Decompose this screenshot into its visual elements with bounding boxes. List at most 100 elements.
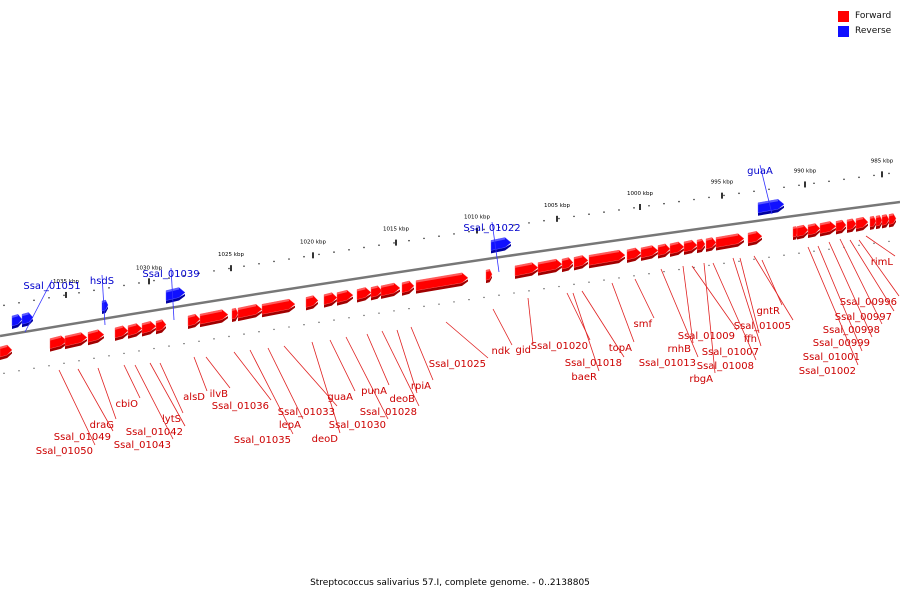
tick-label: 1035 kbp <box>53 279 79 285</box>
feature-highlight <box>627 247 636 252</box>
forward-gene-arrow <box>370 285 383 301</box>
feature-highlight <box>820 221 830 226</box>
gene-label: Ssal_01018 <box>565 358 622 369</box>
forward-gene-arrow <box>792 226 799 241</box>
gene-label: Ssal_01007 <box>702 347 759 358</box>
leader-line <box>193 356 208 392</box>
gene-label: Ssal_01051 <box>23 281 80 292</box>
forward-gene-arrow <box>561 257 574 273</box>
scale-dot <box>378 244 380 246</box>
feature-shadow <box>357 293 371 303</box>
leader-line <box>491 221 500 273</box>
feature-highlight <box>381 283 394 288</box>
tick-label: 1010 kbp <box>464 214 490 220</box>
forward-gene-arrow <box>875 215 883 230</box>
feature-highlight <box>808 223 816 228</box>
gene-features <box>0 199 897 360</box>
forward-gene-arrow <box>87 329 105 346</box>
feature-highlight <box>337 290 347 295</box>
leader-line <box>839 238 883 325</box>
lower-dot <box>168 345 170 347</box>
reverse-gene-arrow <box>490 237 512 254</box>
lower-dot <box>333 319 335 321</box>
forward-gene-arrow <box>669 241 685 257</box>
feature-highlight <box>371 285 378 290</box>
scale-dot <box>138 282 140 284</box>
scale-dot <box>438 235 440 237</box>
feature-highlight <box>793 226 796 230</box>
gene-label: Ssal_01036 <box>212 401 269 412</box>
forward-gene-arrow <box>869 215 877 230</box>
gene-label: Ssal_01002 <box>799 366 856 377</box>
tick-label: 1020 kbp <box>300 239 326 245</box>
gene-label: Ssal_01049 <box>54 432 111 443</box>
forward-gene-arrow <box>683 239 698 255</box>
forward-gene-arrow <box>835 219 847 235</box>
reverse-gene-arrow <box>21 312 34 328</box>
feature-shadow <box>50 342 67 352</box>
lower-dot <box>108 355 110 357</box>
feature-highlight <box>562 257 569 262</box>
lower-dot <box>153 347 155 350</box>
lower-dot <box>468 298 470 301</box>
gene-label: Ssal_00996 <box>840 297 897 308</box>
feature-highlight <box>22 312 29 317</box>
gene-label: Ssal_01035 <box>234 435 291 446</box>
leader-line <box>24 279 53 333</box>
scale-dot <box>78 291 80 294</box>
tick-label: 1025 kbp <box>218 252 244 258</box>
feature-highlight <box>882 214 887 218</box>
scale-dot <box>528 222 530 224</box>
forward-gene-arrow <box>380 282 401 299</box>
forward-gene-arrow <box>657 243 671 259</box>
feature-highlight <box>641 245 652 250</box>
leader-line <box>329 339 356 392</box>
feature-arrow <box>696 238 706 251</box>
scale-dot <box>273 260 275 263</box>
feature-shadow <box>627 254 641 263</box>
gene-label: topA <box>609 343 632 354</box>
forward-gene-arrow <box>155 319 167 335</box>
lower-dot <box>573 283 575 286</box>
scale-dot <box>258 262 260 265</box>
feature-highlight <box>847 218 853 222</box>
leader-line <box>739 257 760 334</box>
leader-line <box>712 262 757 361</box>
feature-highlight <box>889 213 894 217</box>
lower-dot <box>783 254 785 256</box>
forward-gene-arrow <box>336 289 354 306</box>
lower-dot <box>723 262 725 265</box>
tick-marks: 985 kbp 990 kbp 995 kbp 1000 kbp 1005 kbp 101… <box>53 158 894 298</box>
lower-dot <box>633 275 635 277</box>
lower-dot <box>873 242 875 245</box>
leader-line <box>311 341 341 434</box>
gene-label: alsD <box>183 392 205 403</box>
feature-shadow <box>641 251 658 261</box>
scale-dot <box>663 202 665 205</box>
gene-label: lepA <box>279 420 301 431</box>
feature-highlight <box>50 335 61 341</box>
lower-dot <box>258 331 260 333</box>
lower-dot <box>768 256 770 258</box>
legend-swatch-reverse <box>838 25 849 37</box>
leader-line <box>634 278 655 319</box>
feature-highlight <box>538 259 556 265</box>
legend-label-reverse: Reverse <box>855 26 892 36</box>
leader-line <box>817 245 863 352</box>
forward-gene-arrow <box>705 237 717 252</box>
leader-line <box>267 347 304 420</box>
leader-line <box>77 368 114 432</box>
leader-line <box>134 364 174 440</box>
lower-dot <box>513 292 515 294</box>
feature-highlight <box>88 329 98 335</box>
feature-shadow <box>797 231 808 240</box>
gene-label: Ssal_01022 <box>463 223 520 234</box>
feature-shadow <box>808 229 820 239</box>
lower-dot <box>393 310 395 312</box>
feature-highlight <box>65 332 81 339</box>
lower-dot <box>378 312 380 314</box>
feature-shadow <box>706 243 716 252</box>
forward-gene-arrow <box>696 238 706 254</box>
reverse-gene-arrow <box>11 314 23 329</box>
scale-dot <box>183 274 185 277</box>
